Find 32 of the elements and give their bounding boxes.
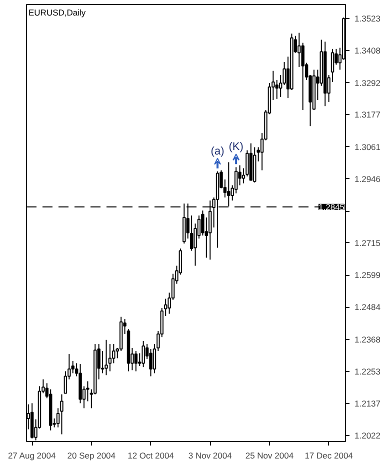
- x-tick-label: 3 Nov 2004: [188, 450, 232, 460]
- x-tick-label: 25 Nov 2004: [245, 450, 294, 460]
- y-tick-label: 1.3523: [354, 14, 381, 24]
- x-tick-label: 12 Oct 2004: [128, 450, 174, 460]
- candlestick: [275, 80, 278, 100]
- y-tick-label: 1.2253: [354, 366, 381, 376]
- x-tick-label: 17 Dec 2004: [304, 450, 354, 460]
- y-tick-label: 1.3177: [354, 110, 381, 120]
- candlestick: [298, 32, 301, 68]
- chart-title: EURUSD,Daily: [28, 8, 86, 18]
- x-tick-label: 20 Sep 2004: [67, 450, 116, 460]
- y-tick-label: 1.2368: [354, 334, 381, 344]
- candlestick: [71, 360, 74, 374]
- annotation: (K): [228, 141, 244, 154]
- y-tick-label: 1.2137: [354, 398, 381, 408]
- candlestick: [60, 394, 64, 435]
- y-tick-label: 1.2484: [354, 302, 381, 312]
- y-tick-label: 1.3061: [354, 142, 381, 152]
- candlestick: [104, 339, 108, 376]
- y-tick-label: 1.2599: [354, 270, 381, 280]
- y-tick-label: 1.2946: [354, 174, 381, 184]
- y-tick-label: 1.2715: [354, 238, 381, 248]
- y-tick-label: 1.2022: [354, 430, 381, 440]
- y-tick-label: 1.3408: [354, 46, 381, 56]
- y-tick-label: 1.3292: [354, 78, 381, 88]
- candlestick: [238, 164, 242, 186]
- candlestick: [108, 344, 112, 372]
- candlestick: [134, 350, 138, 372]
- ref-line-label: 1.2845: [318, 202, 345, 212]
- annotation: (a): [210, 145, 224, 158]
- x-tick-label: 27 Aug 2004: [8, 450, 56, 460]
- candlestick: [142, 340, 145, 368]
